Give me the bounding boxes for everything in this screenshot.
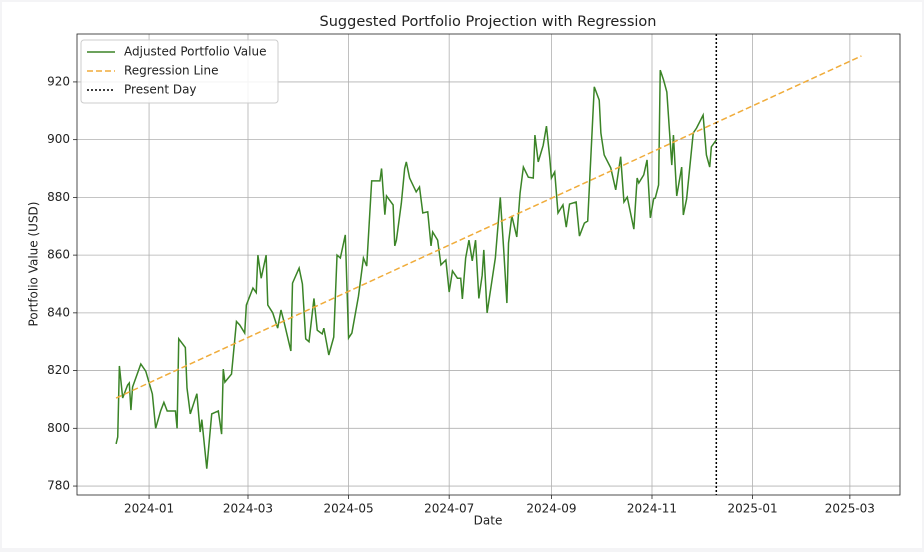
legend-label: Regression Line: [124, 64, 218, 78]
series-line: [115, 55, 862, 399]
y-tick-label: 800: [47, 421, 70, 435]
y-tick-label: 840: [47, 305, 70, 319]
x-tick-label: 2024-03: [223, 502, 273, 516]
x-tick-label: 2024-09: [526, 502, 576, 516]
y-tick-label: 820: [47, 363, 70, 377]
legend-label: Adjusted Portfolio Value: [124, 45, 266, 59]
series-line: [115, 69, 717, 469]
y-tick-label: 780: [47, 479, 70, 493]
x-tick-label: 2024-01: [124, 502, 174, 516]
y-axis-label: Portfolio Value (USD): [27, 202, 41, 327]
x-tick-label: 2024-11: [627, 502, 677, 516]
x-tick-label: 2025-01: [728, 502, 778, 516]
legend-box: [80, 39, 279, 104]
y-tick-label: 880: [47, 190, 70, 204]
y-tick-label: 900: [47, 132, 70, 146]
chart-title: Suggested Portfolio Projection with Regr…: [320, 14, 657, 30]
x-axis-label: Date: [474, 514, 503, 528]
y-tick-label: 920: [47, 74, 70, 88]
x-tick-label: 2024-07: [424, 502, 474, 516]
legend-label: Present Day: [124, 83, 197, 97]
x-tick-label: 2025-03: [825, 502, 875, 516]
x-tick-label: 2024-05: [324, 502, 374, 516]
plot-frame: [76, 33, 901, 496]
y-tick-label: 860: [47, 248, 70, 262]
